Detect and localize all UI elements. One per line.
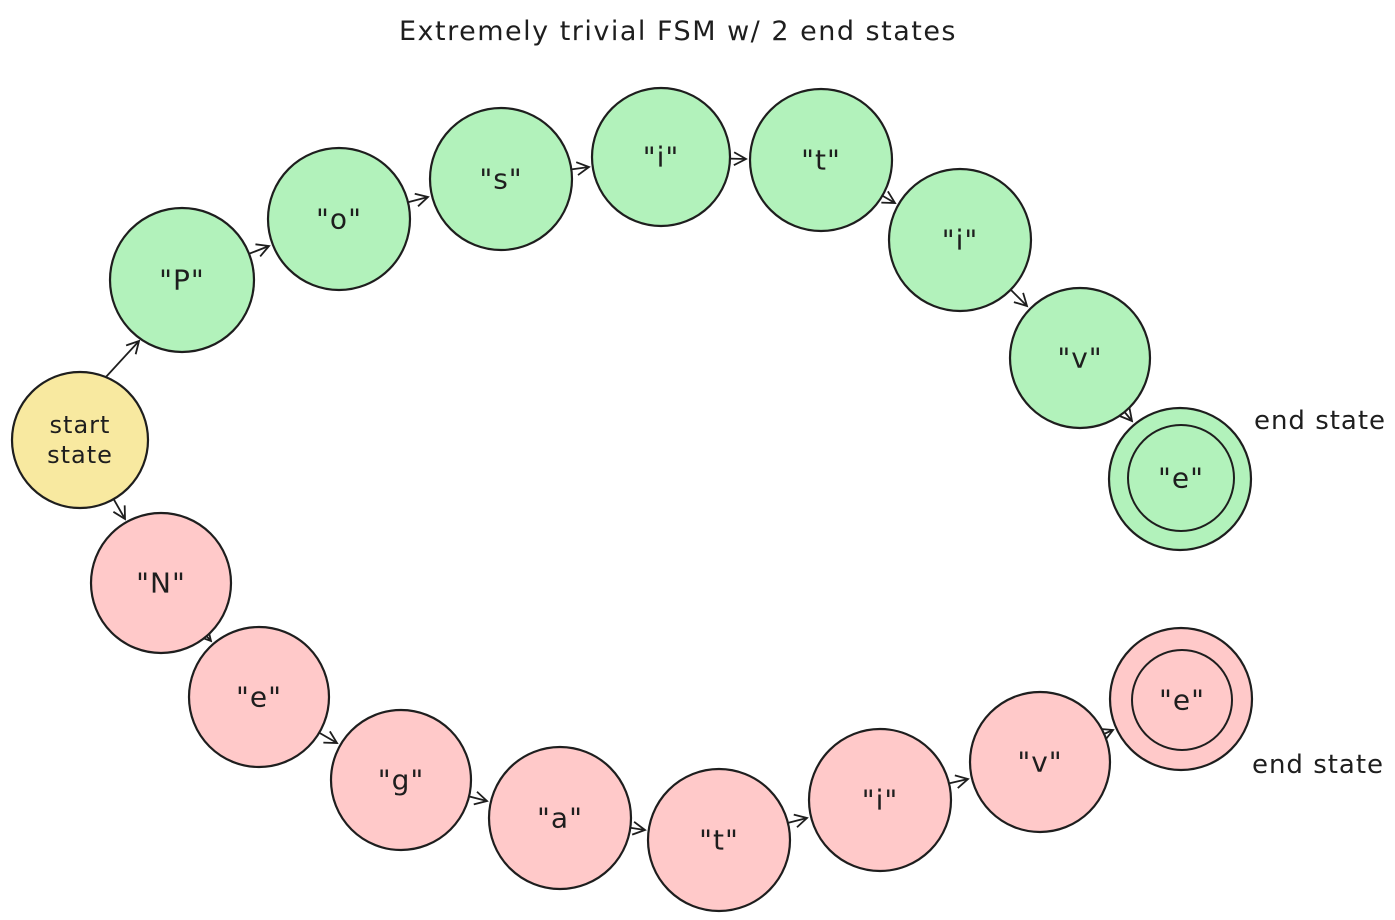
state-positive-P-label: "P" (159, 263, 205, 297)
negative-end-state-annotation: end state (1251, 749, 1385, 780)
state-negative-N-label: "N" (136, 566, 186, 600)
diagram-title: Extremely trivial FSM w/ 2 end states (398, 16, 958, 48)
state-negative-i-label: "i" (861, 783, 899, 817)
state-negative-e1-label: "e" (236, 680, 282, 714)
state-negative-a (487, 745, 633, 891)
start-state-label: start state (47, 411, 113, 469)
state-positive-t-label: "t" (801, 143, 841, 177)
state-negative-v-label: "v" (1017, 745, 1063, 779)
state-negative-e1 (187, 625, 331, 769)
state-positive-s-label: "s" (479, 162, 523, 196)
state-positive-i1 (590, 86, 732, 228)
state-negative-end-label: "e" (1159, 683, 1205, 717)
state-positive-i2 (887, 167, 1033, 313)
state-negative-g-label: "g" (377, 763, 425, 797)
state-positive-o (266, 146, 412, 292)
state-positive-s (428, 106, 574, 252)
state-negative-end-inner-ring (1131, 649, 1233, 751)
state-positive-end-inner-ring (1127, 424, 1235, 532)
state-positive-P (108, 206, 256, 354)
state-negative-N (89, 511, 233, 655)
state-positive-i1-label: "i" (642, 140, 680, 174)
state-positive-v (1008, 286, 1152, 430)
state-positive-end-outer (1107, 406, 1253, 552)
state-negative-t (646, 767, 792, 913)
positive-end-state-annotation: end state (1253, 405, 1387, 436)
state-negative-v (968, 690, 1112, 834)
state-positive-end-label: "e" (1158, 461, 1204, 495)
state-positive-v-label: "v" (1057, 341, 1103, 375)
arrow-start-to-P (104, 339, 141, 379)
state-positive-o-label: "o" (316, 202, 362, 236)
state-positive-i2-label: "i" (941, 223, 979, 257)
state-negative-t-label: "t" (699, 823, 739, 857)
state-negative-g (329, 708, 473, 852)
state-negative-a-label: "a" (537, 801, 583, 835)
state-positive-t (748, 87, 894, 233)
state-negative-i (807, 727, 953, 873)
state-circles (10, 86, 1254, 913)
start-state-circle (10, 370, 150, 510)
